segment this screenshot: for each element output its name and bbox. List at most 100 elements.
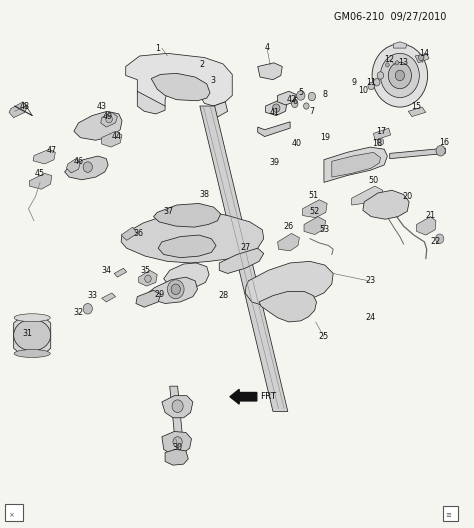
Polygon shape <box>258 122 290 137</box>
Polygon shape <box>363 190 409 219</box>
Polygon shape <box>139 270 157 286</box>
Text: ×: × <box>8 512 14 518</box>
Text: 3: 3 <box>210 76 215 85</box>
Circle shape <box>388 62 411 89</box>
Text: 40: 40 <box>291 139 301 148</box>
Polygon shape <box>165 449 188 465</box>
FancyArrow shape <box>230 389 257 404</box>
Circle shape <box>292 100 298 108</box>
Circle shape <box>83 304 92 314</box>
Text: 50: 50 <box>368 176 379 185</box>
Text: 2: 2 <box>200 60 205 70</box>
Polygon shape <box>408 107 426 117</box>
Circle shape <box>173 437 182 447</box>
Circle shape <box>381 53 419 98</box>
Circle shape <box>171 284 181 295</box>
Polygon shape <box>64 156 108 180</box>
Polygon shape <box>352 186 383 205</box>
Polygon shape <box>170 386 182 433</box>
Ellipse shape <box>14 319 51 351</box>
Polygon shape <box>390 148 445 159</box>
Circle shape <box>308 92 316 101</box>
Text: 41: 41 <box>270 108 280 117</box>
Text: 18: 18 <box>372 139 382 148</box>
Polygon shape <box>136 290 161 307</box>
Text: 43: 43 <box>97 101 107 110</box>
Polygon shape <box>302 200 327 218</box>
Circle shape <box>368 82 374 90</box>
Text: 53: 53 <box>320 225 330 234</box>
Polygon shape <box>245 261 333 307</box>
Text: 29: 29 <box>154 290 164 299</box>
Circle shape <box>303 103 309 109</box>
Polygon shape <box>278 91 296 105</box>
Text: 17: 17 <box>376 127 386 136</box>
Polygon shape <box>219 248 264 274</box>
Text: ≡: ≡ <box>445 512 451 518</box>
Text: 4: 4 <box>264 43 270 52</box>
Text: 36: 36 <box>134 229 144 238</box>
Circle shape <box>419 54 424 61</box>
Circle shape <box>297 91 305 100</box>
Text: 31: 31 <box>23 329 33 338</box>
Text: 44: 44 <box>111 132 121 141</box>
Polygon shape <box>374 128 391 140</box>
Ellipse shape <box>14 314 50 322</box>
Polygon shape <box>259 291 317 322</box>
Polygon shape <box>304 216 326 234</box>
Circle shape <box>372 44 428 107</box>
Text: 1: 1 <box>155 44 161 53</box>
Text: 42: 42 <box>286 95 297 104</box>
Polygon shape <box>415 53 429 63</box>
Polygon shape <box>162 395 193 418</box>
Circle shape <box>83 162 92 172</box>
Text: FRT: FRT <box>260 392 276 401</box>
Text: 24: 24 <box>365 313 375 322</box>
Circle shape <box>145 275 151 282</box>
Text: 27: 27 <box>240 243 250 252</box>
Polygon shape <box>417 216 436 235</box>
Polygon shape <box>265 101 287 116</box>
Circle shape <box>395 61 399 65</box>
Circle shape <box>172 400 183 412</box>
Polygon shape <box>33 149 55 164</box>
Text: 51: 51 <box>308 191 319 200</box>
Text: 7: 7 <box>310 107 314 116</box>
Text: 14: 14 <box>419 49 429 58</box>
Polygon shape <box>126 53 232 110</box>
Text: 9: 9 <box>351 78 356 87</box>
Polygon shape <box>162 431 191 455</box>
Polygon shape <box>29 173 52 189</box>
Polygon shape <box>66 159 81 173</box>
Polygon shape <box>101 293 116 302</box>
Circle shape <box>436 234 444 243</box>
Circle shape <box>374 79 380 86</box>
Polygon shape <box>14 318 51 354</box>
Polygon shape <box>151 73 210 101</box>
Circle shape <box>377 138 383 146</box>
Text: 16: 16 <box>439 138 449 147</box>
Circle shape <box>385 63 389 67</box>
Polygon shape <box>121 211 264 263</box>
Text: 30: 30 <box>173 443 182 452</box>
Text: GM06-210  09/27/2010: GM06-210 09/27/2010 <box>334 12 447 22</box>
Polygon shape <box>164 263 209 289</box>
Polygon shape <box>278 233 300 251</box>
Polygon shape <box>332 153 381 177</box>
Text: 13: 13 <box>399 58 409 68</box>
Text: 11: 11 <box>366 78 376 87</box>
Text: 20: 20 <box>402 192 412 201</box>
Polygon shape <box>154 203 221 227</box>
Circle shape <box>167 280 184 299</box>
Bar <box>5 504 23 521</box>
Text: 26: 26 <box>283 222 294 231</box>
Text: 12: 12 <box>384 55 394 64</box>
Polygon shape <box>114 268 127 277</box>
Text: 39: 39 <box>270 158 280 167</box>
Text: 23: 23 <box>365 276 375 285</box>
Circle shape <box>377 72 383 79</box>
Text: 19: 19 <box>320 133 330 142</box>
Text: 22: 22 <box>430 238 440 247</box>
Text: 33: 33 <box>87 291 97 300</box>
Text: 52: 52 <box>310 207 320 216</box>
